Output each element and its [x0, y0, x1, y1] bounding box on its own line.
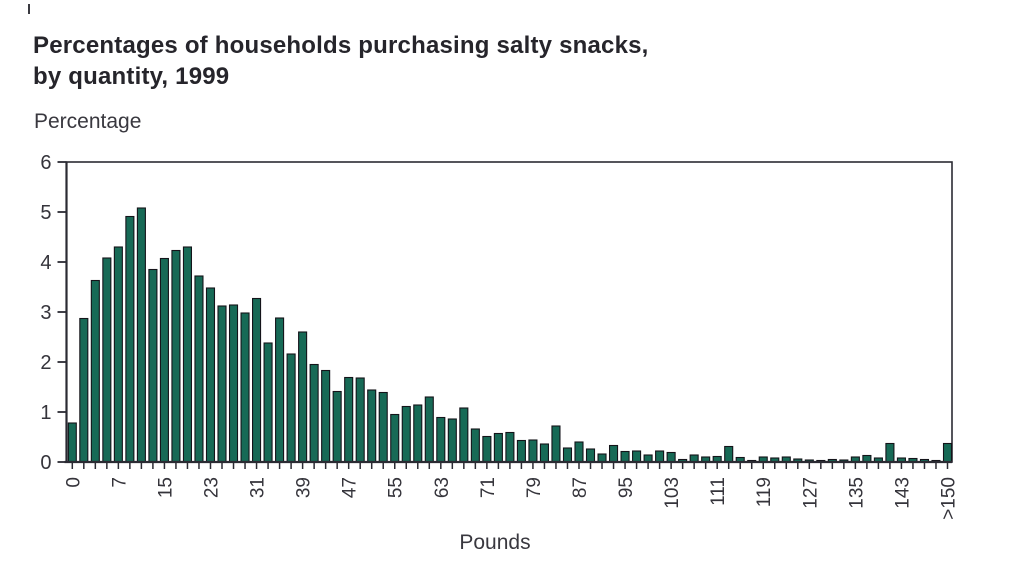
- histogram-bar: [217, 305, 227, 463]
- x-tick-label: 119: [754, 477, 775, 507]
- x-tick-label: 39: [294, 477, 315, 498]
- x-tick-label: 87: [570, 477, 591, 498]
- histogram-bar: [355, 377, 365, 463]
- histogram-bar: [724, 445, 734, 463]
- histogram-bar: [620, 450, 630, 463]
- histogram-bar: [459, 407, 469, 463]
- y-tick-label: 4: [40, 252, 51, 274]
- histogram-bar: [332, 390, 342, 463]
- chart-title: Percentages of households purchasing sal…: [33, 30, 649, 92]
- y-tick-label: 2: [40, 352, 51, 374]
- histogram-bar: [240, 312, 250, 463]
- histogram-bar: [194, 275, 204, 463]
- x-tick-label: 103: [662, 477, 683, 509]
- x-tick-label: 23: [201, 477, 222, 498]
- y-axis-label: Percentage: [34, 110, 142, 133]
- histogram-bar: [275, 317, 285, 463]
- x-tick-label: 79: [524, 477, 545, 498]
- histogram-bar: [632, 450, 642, 463]
- histogram-bar: [655, 450, 665, 463]
- x-tick-label: 127: [800, 477, 821, 509]
- histogram-bar: [528, 439, 538, 463]
- histogram-bar: [942, 442, 953, 463]
- histogram-bar: [666, 451, 676, 463]
- histogram-bar: [424, 396, 434, 463]
- histogram-bar: [562, 447, 573, 463]
- histogram-bar: [551, 425, 561, 463]
- x-tick-label: 31: [248, 477, 269, 498]
- histogram-bar: [378, 391, 388, 463]
- x-tick-label: 15: [155, 477, 176, 498]
- x-tick-label: 95: [616, 477, 637, 498]
- x-tick-label: 63: [432, 477, 453, 498]
- histogram-bar: [298, 331, 308, 463]
- histogram-bar: [67, 422, 77, 463]
- y-tick-label: 5: [40, 202, 51, 224]
- histogram-bar: [413, 404, 423, 463]
- x-tick-label: 111: [708, 477, 729, 506]
- histogram-bar: [102, 257, 112, 463]
- histogram-bar: [447, 418, 457, 463]
- histogram-bar: [205, 287, 216, 463]
- histogram-bar: [482, 435, 492, 463]
- histogram-bar: [171, 249, 181, 463]
- chart-title-line1: Percentages of households purchasing sal…: [33, 32, 649, 59]
- histogram-bar: [585, 448, 596, 463]
- histogram-bar: [390, 413, 400, 463]
- histogram-bar: [148, 268, 158, 463]
- histogram-bar: [608, 444, 619, 463]
- x-axis-label: Pounds: [459, 531, 531, 554]
- x-tick-label: 0: [63, 477, 84, 488]
- histogram-bar: [505, 431, 515, 463]
- histogram-bar: [321, 369, 331, 463]
- histogram-bar: [125, 215, 135, 463]
- histogram-bar: [79, 317, 89, 463]
- histogram-bar: [436, 416, 446, 463]
- x-tick-label: 143: [892, 477, 913, 509]
- histogram-bar: [344, 376, 354, 463]
- y-tick-label: 6: [40, 152, 51, 174]
- x-tick-label: 135: [846, 477, 867, 509]
- histogram-bar: [539, 443, 549, 463]
- x-tick-label: 55: [386, 477, 407, 498]
- histogram-bar: [136, 207, 146, 463]
- y-tick-label: 1: [40, 402, 51, 424]
- histogram-bar: [574, 441, 584, 463]
- histogram-bar: [228, 304, 239, 463]
- y-tick-label: 3: [40, 302, 51, 324]
- histogram-bar: [367, 389, 377, 463]
- histogram-bar: [493, 432, 503, 463]
- histogram-bar: [90, 279, 100, 463]
- histogram-bar: [159, 257, 169, 463]
- histogram-bar: [286, 353, 296, 463]
- histogram-bar: [113, 246, 123, 463]
- x-tick-label: 47: [340, 477, 361, 498]
- scan-artifact: [28, 4, 30, 14]
- x-tick-label: 71: [478, 477, 499, 498]
- histogram-bar: [309, 363, 319, 463]
- histogram-bar: [470, 428, 480, 463]
- y-tick-label: 0: [40, 452, 51, 474]
- histogram-bar: [401, 405, 411, 463]
- histogram-bar: [597, 453, 607, 463]
- histogram-bar: [516, 439, 526, 463]
- histogram-bar: [182, 246, 193, 463]
- chart-title-line2: by quantity, 1999: [33, 63, 230, 90]
- x-tick-label: >150: [939, 477, 960, 520]
- histogram-bar: [885, 442, 895, 463]
- histogram-bar: [252, 297, 262, 463]
- histogram-bar: [263, 342, 273, 463]
- x-tick-label: 7: [109, 477, 130, 488]
